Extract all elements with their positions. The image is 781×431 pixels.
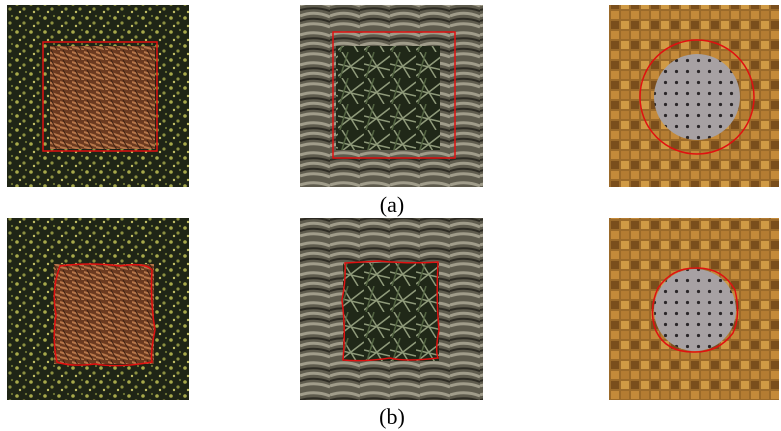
caption-a: (a) (380, 192, 404, 217)
image-a2 (300, 5, 483, 187)
caption-b: (b) (379, 404, 405, 429)
image-b1 (7, 218, 189, 400)
image-b2 (300, 218, 483, 400)
image-b3 (609, 218, 779, 400)
figure: (a) (b) (0, 0, 781, 431)
image-a3 (609, 5, 779, 187)
image-a1 (7, 5, 189, 187)
